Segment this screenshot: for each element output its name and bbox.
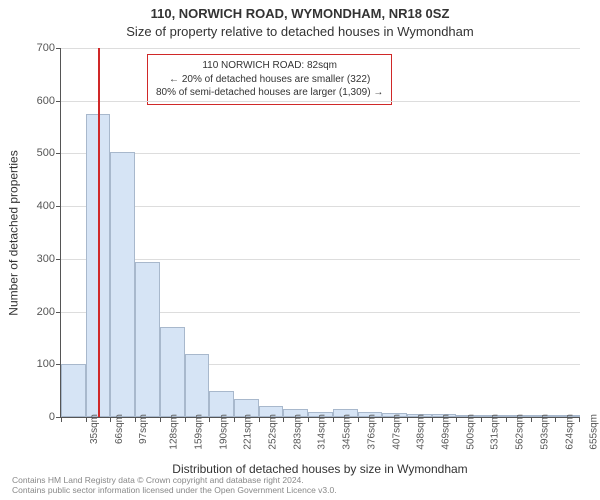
x-tick xyxy=(579,417,580,422)
x-tick xyxy=(259,417,260,422)
x-tick xyxy=(358,417,359,422)
x-tick xyxy=(506,417,507,422)
x-tick-label: 97sqm xyxy=(138,414,149,444)
x-tick-label: 438sqm xyxy=(416,414,427,450)
x-tick xyxy=(209,417,210,422)
x-tick-label: 469sqm xyxy=(441,414,452,450)
x-tick xyxy=(481,417,482,422)
x-tick xyxy=(432,417,433,422)
x-tick-label: 221sqm xyxy=(243,414,254,450)
x-tick xyxy=(382,417,383,422)
x-tick xyxy=(333,417,334,422)
chart-title-subtitle: Size of property relative to detached ho… xyxy=(0,24,600,39)
x-tick xyxy=(456,417,457,422)
y-tick-label: 0 xyxy=(25,411,55,423)
y-tick-label: 500 xyxy=(25,147,55,159)
x-tick-label: 128sqm xyxy=(169,414,180,450)
x-tick xyxy=(86,417,87,422)
x-tick-label: 252sqm xyxy=(268,414,279,450)
property-marker-line xyxy=(98,48,100,417)
x-tick xyxy=(135,417,136,422)
chart-container: 110, NORWICH ROAD, WYMONDHAM, NR18 0SZ S… xyxy=(0,0,600,500)
x-tick-label: 376sqm xyxy=(366,414,377,450)
y-axis-title: Number of detached properties xyxy=(6,48,22,418)
x-tick-label: 283sqm xyxy=(292,414,303,450)
x-tick xyxy=(185,417,186,422)
x-tick xyxy=(531,417,532,422)
bars-group xyxy=(61,48,580,417)
x-tick-label: 562sqm xyxy=(515,414,526,450)
y-tick-label: 700 xyxy=(25,42,55,54)
y-tick-label: 100 xyxy=(25,358,55,370)
y-tick-label: 300 xyxy=(25,253,55,265)
plot-area: 110 NORWICH ROAD: 82sqm ← 20% of detache… xyxy=(60,48,580,418)
x-tick xyxy=(61,417,62,422)
footer-attribution: Contains HM Land Registry data © Crown c… xyxy=(12,475,337,496)
x-tick xyxy=(110,417,111,422)
x-tick-label: 624sqm xyxy=(564,414,575,450)
x-tick-label: 531sqm xyxy=(490,414,501,450)
x-tick-label: 593sqm xyxy=(539,414,550,450)
histogram-bar xyxy=(135,262,160,418)
x-tick xyxy=(234,417,235,422)
x-tick-label: 345sqm xyxy=(342,414,353,450)
x-tick xyxy=(407,417,408,422)
x-tick-label: 66sqm xyxy=(114,414,125,444)
y-tick-label: 600 xyxy=(25,95,55,107)
x-tick-label: 655sqm xyxy=(589,414,600,450)
footer-line2: Contains public sector information licen… xyxy=(12,485,337,496)
x-tick-label: 407sqm xyxy=(391,414,402,450)
histogram-bar xyxy=(110,152,135,417)
x-tick-label: 500sqm xyxy=(465,414,476,450)
x-tick xyxy=(283,417,284,422)
histogram-bar xyxy=(61,364,86,417)
chart-title-address: 110, NORWICH ROAD, WYMONDHAM, NR18 0SZ xyxy=(0,6,600,21)
x-tick-label: 35sqm xyxy=(89,414,100,444)
x-tick xyxy=(555,417,556,422)
x-tick-label: 314sqm xyxy=(317,414,328,450)
y-tick-label: 200 xyxy=(25,306,55,318)
x-tick-label: 190sqm xyxy=(218,414,229,450)
x-tick xyxy=(308,417,309,422)
histogram-bar xyxy=(185,354,210,417)
histogram-bar xyxy=(160,327,185,417)
x-tick xyxy=(160,417,161,422)
footer-line1: Contains HM Land Registry data © Crown c… xyxy=(12,475,337,486)
x-tick-label: 159sqm xyxy=(193,414,204,450)
y-tick-label: 400 xyxy=(25,200,55,212)
